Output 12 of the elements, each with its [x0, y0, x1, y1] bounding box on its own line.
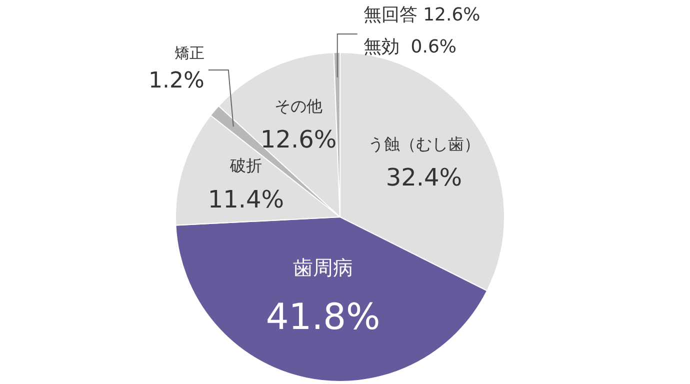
slice-label: 矯正 [174, 44, 204, 62]
data-label: 1.2% [148, 68, 204, 94]
data-label: 32.4% [386, 163, 462, 192]
data-label: 12.6% [260, 126, 337, 154]
data-label: 41.8% [266, 296, 380, 338]
slice-label: 歯周病 [293, 256, 354, 280]
data-label: 11.4% [208, 185, 284, 214]
slice-label: 無効 0.6% [363, 36, 457, 58]
slice-label: 破折 [228, 156, 262, 176]
text: 無回答 12.6% [363, 4, 480, 26]
slice-label: その他 [274, 96, 323, 116]
slice-label: う蝕（むし歯） [368, 134, 480, 154]
